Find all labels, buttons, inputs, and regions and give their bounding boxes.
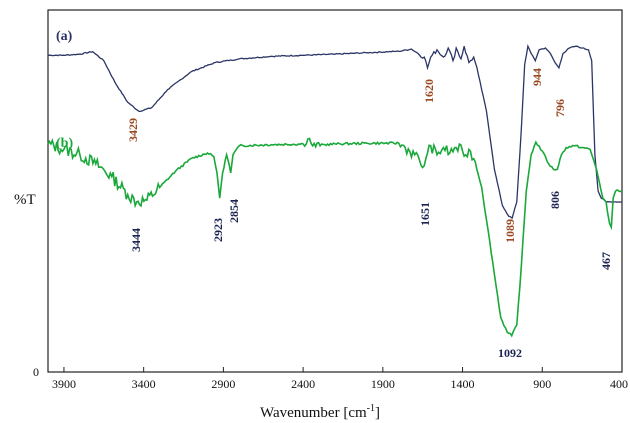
x-axis-label-superscript: -1 xyxy=(367,403,375,414)
peak-label-a-3429: 3429 xyxy=(126,118,140,142)
series-a-label: (a) xyxy=(56,29,73,44)
peak-label-b-2923: 2923 xyxy=(211,218,225,242)
peak-label-a-944: 944 xyxy=(530,68,544,86)
x-axis-tick-labels: 3900 3400 2900 2400 1900 1400 900 400 xyxy=(52,377,628,391)
plot-frame xyxy=(48,10,622,372)
x-tick-label-3900: 3900 xyxy=(52,377,76,391)
peak-label-a-1089: 1089 xyxy=(503,219,517,243)
series-b-label: (b) xyxy=(56,136,73,151)
peak-label-b-806: 806 xyxy=(548,191,562,209)
x-tick-label-2900: 2900 xyxy=(211,377,235,391)
peak-label-b-2854: 2854 xyxy=(227,199,241,223)
peak-label-b-3444: 3444 xyxy=(129,228,143,252)
x-axis-ticks xyxy=(64,367,622,372)
x-axis-label: Wavenumber [cm-1] xyxy=(260,403,380,421)
peak-label-b-1651: 1651 xyxy=(418,202,432,226)
x-tick-label-2400: 2400 xyxy=(291,377,315,391)
x-tick-label-900: 900 xyxy=(533,377,551,391)
x-axis-label-close: ] xyxy=(375,405,380,421)
x-axis-label-main: Wavenumber [cm xyxy=(260,405,367,421)
x-tick-label-400: 400 xyxy=(610,377,628,391)
x-tick-label-3400: 3400 xyxy=(132,377,156,391)
y-axis-tick-label-0: 0 xyxy=(33,365,39,379)
peak-label-a-796: 796 xyxy=(553,99,567,117)
x-tick-label-1900: 1900 xyxy=(371,377,395,391)
peak-label-b-1092: 1092 xyxy=(498,346,522,360)
y-axis-label: %T xyxy=(14,192,36,208)
x-tick-label-1400: 1400 xyxy=(451,377,475,391)
peak-label-a-1620: 1620 xyxy=(422,79,436,103)
peak-label-b-467: 467 xyxy=(599,252,613,270)
